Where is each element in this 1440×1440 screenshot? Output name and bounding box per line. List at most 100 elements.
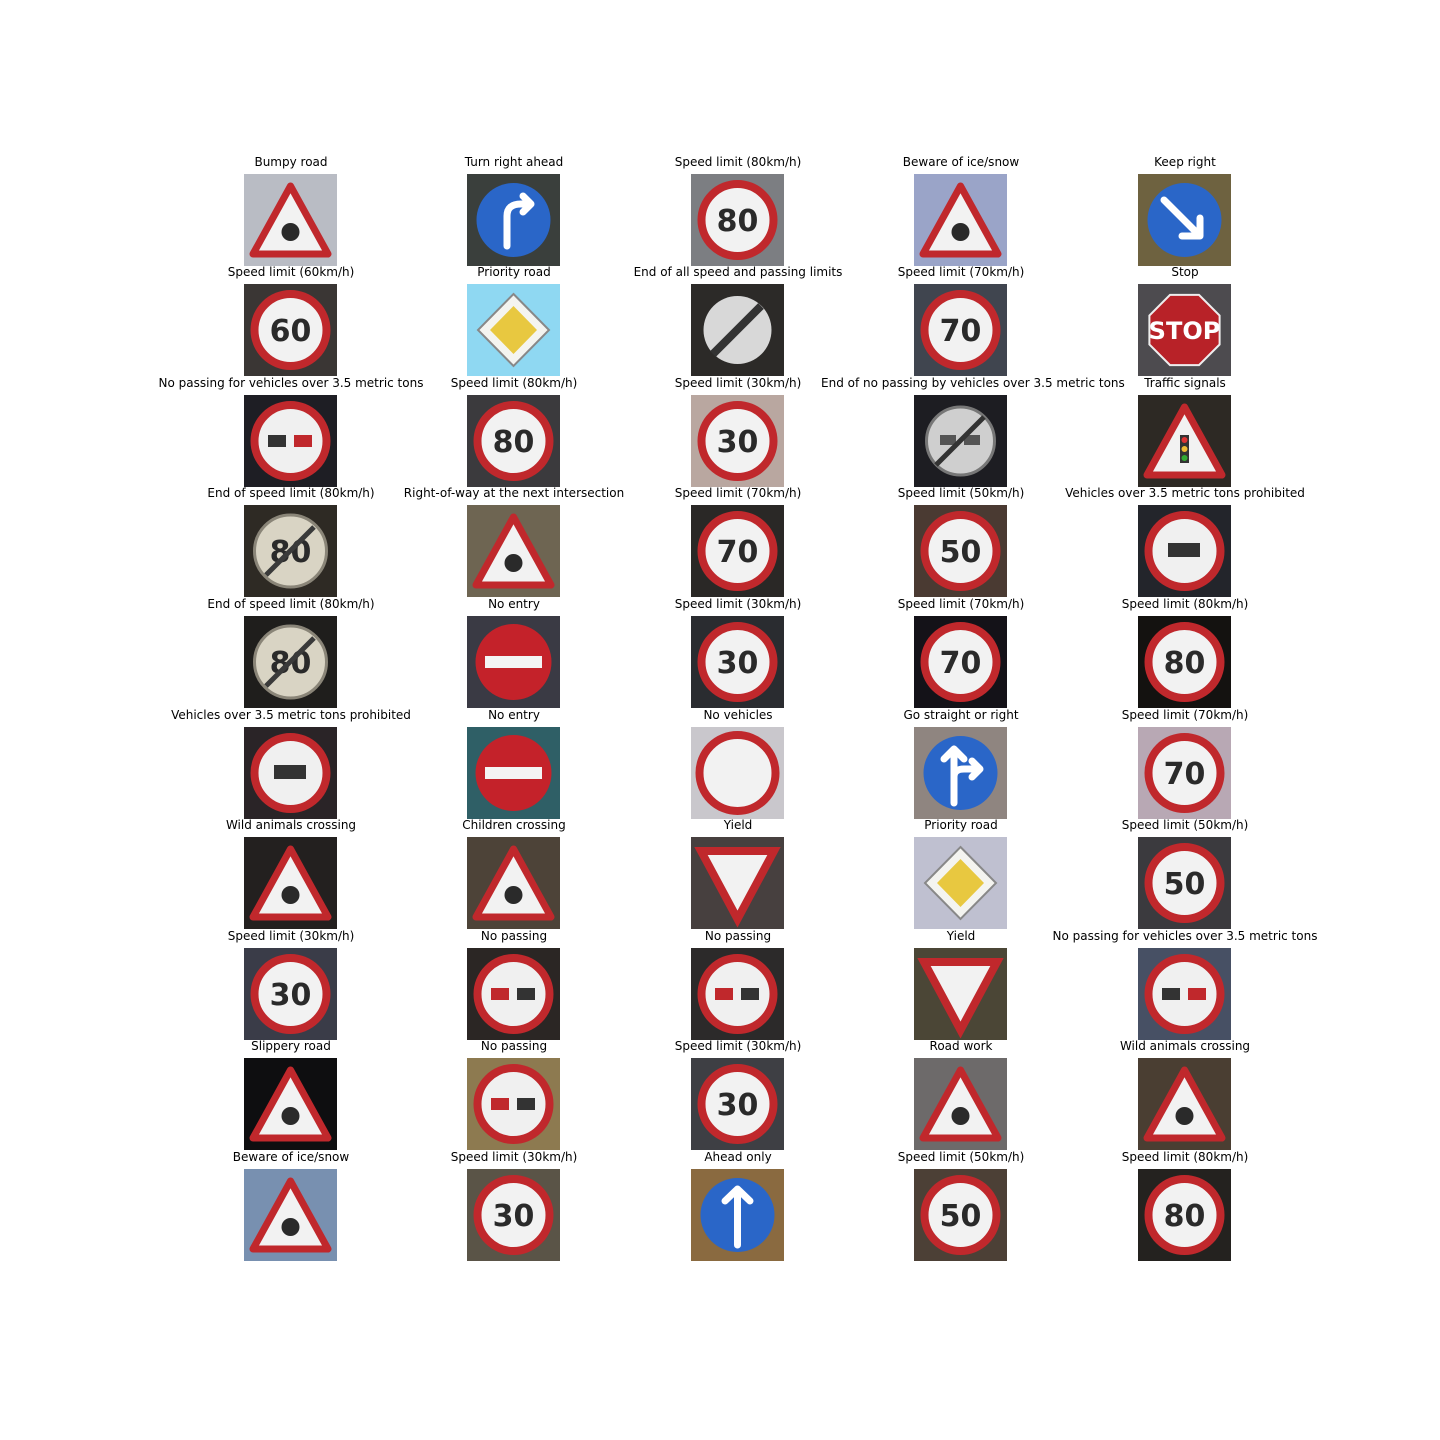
- no-entry-sign-icon: [467, 616, 560, 708]
- no-passing-sign-icon: [467, 948, 560, 1040]
- speed-limit-70-sign-icon: 70: [914, 284, 1007, 376]
- end-speed-limit-80-sign-image: 80: [244, 616, 337, 708]
- speed-limit-70-sign-image: 70: [1138, 727, 1231, 819]
- speed-limit-70-sign-icon: 70: [691, 505, 784, 597]
- sign-cell: Speed limit (50km/h) 50: [1045, 816, 1325, 929]
- sign-caption: No vehicles: [703, 708, 773, 722]
- no-entry-sign-icon: [467, 727, 560, 819]
- right-of-way-sign-icon: [467, 505, 560, 597]
- no-passing-sign-icon: [691, 948, 784, 1040]
- sign-cell: Speed limit (50km/h) 50: [821, 1148, 1101, 1261]
- speed-limit-80-sign-icon: 80: [467, 395, 560, 487]
- sign-caption: Ahead only: [704, 1150, 772, 1164]
- speed-limit-50-sign-icon: 50: [914, 1169, 1007, 1261]
- wild-animals-sign-icon: [1138, 1058, 1231, 1150]
- sign-caption: Speed limit (60km/h): [227, 265, 355, 279]
- svg-text:80: 80: [717, 204, 759, 239]
- ice-snow-sign-image: [914, 174, 1007, 266]
- sign-cell: Speed limit (80km/h) 80: [1045, 595, 1325, 708]
- speed-limit-30-sign-icon: 30: [467, 1169, 560, 1261]
- keep-right-sign-icon: [1138, 174, 1231, 266]
- sign-caption: No passing: [704, 929, 772, 943]
- svg-text:30: 30: [717, 425, 759, 460]
- sign-cell: Vehicles over 3.5 metric tons prohibited: [1045, 484, 1325, 597]
- sign-cell: No entry: [374, 706, 654, 819]
- sign-caption: Vehicles over 3.5 metric tons prohibited: [1065, 486, 1305, 500]
- children-crossing-sign-image: [467, 837, 560, 929]
- sign-cell: Priority road: [821, 816, 1101, 929]
- speed-limit-80-sign-icon: 80: [1138, 1169, 1231, 1261]
- no-trucks-sign-image: [1138, 505, 1231, 597]
- turn-right-ahead-sign-image: [467, 174, 560, 266]
- sign-caption: Turn right ahead: [464, 155, 564, 169]
- priority-road-sign-icon: [914, 837, 1007, 929]
- svg-text:70: 70: [940, 646, 982, 681]
- yield-sign-icon: [914, 948, 1007, 1040]
- sign-cell: Stop STOP: [1045, 263, 1325, 376]
- no-vehicles-sign-icon: [691, 727, 784, 819]
- svg-text:30: 30: [493, 1199, 535, 1234]
- speed-limit-50-sign-image: 50: [914, 1169, 1007, 1261]
- speed-limit-50-sign-icon: 50: [914, 505, 1007, 597]
- sign-caption: Bumpy road: [254, 155, 328, 169]
- sign-caption: Keep right: [1154, 155, 1216, 169]
- bumpy-road-sign-image: [244, 174, 337, 266]
- speed-limit-30-sign-icon: 30: [244, 948, 337, 1040]
- sign-cell: Speed limit (30km/h) 30: [598, 1037, 878, 1150]
- wild-animals-sign-icon: [244, 837, 337, 929]
- no-vehicles-sign-image: [691, 727, 784, 819]
- sign-caption: Speed limit (80km/h): [450, 376, 578, 390]
- stop-sign-image: STOP: [1138, 284, 1231, 376]
- speed-limit-70-sign-image: 70: [914, 616, 1007, 708]
- svg-text:50: 50: [1164, 867, 1206, 902]
- svg-text:70: 70: [717, 535, 759, 570]
- svg-text:80: 80: [1164, 1199, 1206, 1234]
- bumpy-road-sign-icon: [244, 174, 337, 266]
- sign-cell: Yield: [598, 816, 878, 929]
- sign-cell: Beware of ice/snow: [821, 153, 1101, 266]
- priority-road-sign-icon: [467, 284, 560, 376]
- svg-text:60: 60: [270, 314, 312, 349]
- end-speed-limit-80-sign-icon: 80: [244, 505, 337, 597]
- sign-caption: Stop: [1171, 265, 1199, 279]
- sign-cell: Speed limit (70km/h) 70: [598, 484, 878, 597]
- no-trucks-sign-icon: [244, 727, 337, 819]
- sign-caption: Speed limit (50km/h): [897, 486, 1025, 500]
- end-no-passing-trucks-sign-icon: [914, 395, 1007, 487]
- speed-limit-80-sign-icon: 80: [691, 174, 784, 266]
- sign-cell: Speed limit (30km/h) 30: [151, 927, 431, 1040]
- sign-caption: No passing: [480, 929, 548, 943]
- sign-caption: Children crossing: [462, 818, 566, 832]
- traffic-signals-sign-icon: [1138, 395, 1231, 487]
- sign-cell: Speed limit (50km/h) 50: [821, 484, 1101, 597]
- no-passing-trucks-sign-image: [1138, 948, 1231, 1040]
- wild-animals-sign-image: [244, 837, 337, 929]
- sign-cell: No passing for vehicles over 3.5 metric …: [1045, 927, 1325, 1040]
- sign-cell: No passing: [374, 1037, 654, 1150]
- ice-snow-sign-icon: [914, 174, 1007, 266]
- sign-cell: Priority road: [374, 263, 654, 376]
- sign-caption: Right-of-way at the next intersection: [403, 486, 625, 500]
- ice-snow-sign-icon: [244, 1169, 337, 1261]
- yield-sign-image: [914, 948, 1007, 1040]
- svg-text:30: 30: [270, 978, 312, 1013]
- no-passing-sign-icon: [467, 1058, 560, 1150]
- sign-caption: Speed limit (50km/h): [897, 1150, 1025, 1164]
- no-passing-sign-image: [467, 948, 560, 1040]
- speed-limit-30-sign-icon: 30: [691, 1058, 784, 1150]
- sign-caption: Priority road: [924, 818, 998, 832]
- sign-caption: Beware of ice/snow: [902, 155, 1020, 169]
- sign-cell: Speed limit (80km/h) 80: [598, 153, 878, 266]
- no-passing-trucks-sign-icon: [244, 395, 337, 487]
- sign-caption: Vehicles over 3.5 metric tons prohibited: [171, 708, 411, 722]
- sign-cell: Slippery road: [151, 1037, 431, 1150]
- sign-caption: Beware of ice/snow: [232, 1150, 350, 1164]
- no-passing-sign-image: [467, 1058, 560, 1150]
- no-passing-trucks-sign-icon: [1138, 948, 1231, 1040]
- sign-cell: No vehicles: [598, 706, 878, 819]
- priority-road-sign-image: [467, 284, 560, 376]
- svg-text:80: 80: [493, 425, 535, 460]
- sign-cell: Traffic signals: [1045, 374, 1325, 487]
- sign-caption: No passing for vehicles over 3.5 metric …: [158, 376, 424, 390]
